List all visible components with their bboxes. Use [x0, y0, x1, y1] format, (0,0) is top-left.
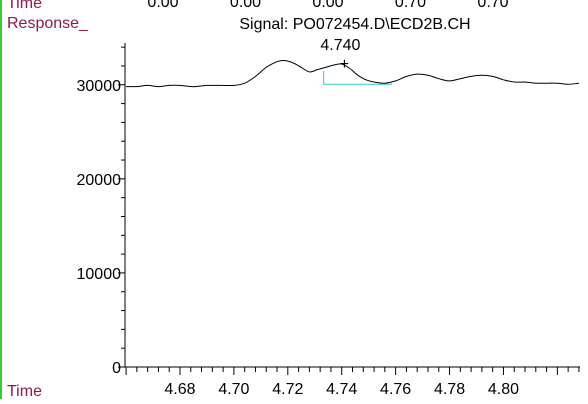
x-axis-ticks: 4.68 4.70 4.72 4.74 4.76 4.78 4.80: [125, 367, 580, 398]
chart-title: Signal: PO072454.D\ECD2B.CH: [239, 16, 470, 33]
top-strip-tick-label: 0.70: [477, 0, 508, 11]
y-tick-label: 0: [112, 360, 121, 377]
top-strip-time-label: Time: [7, 0, 42, 12]
x-axis-label: Time: [7, 383, 42, 399]
y-tick-label: 10000: [77, 266, 122, 283]
top-strip-tick-label: 0.70: [395, 0, 426, 11]
peak-apex-marker: +: [340, 56, 349, 73]
y-axis-label: Response_: [7, 15, 89, 32]
top-strip-ticks: 0.00 0.00 0.00 0.70 0.70: [147, 0, 508, 11]
top-strip-tick-label: 0.00: [230, 0, 261, 11]
x-tick-label: 4.70: [218, 381, 249, 398]
peak-retention-label: 4.740: [320, 37, 360, 54]
x-tick-label: 4.72: [272, 381, 303, 398]
top-strip-tick-label: 0.00: [312, 0, 343, 11]
signal-trace: [126, 60, 579, 88]
x-tick-label: 4.78: [434, 381, 465, 398]
x-tick-label: 4.74: [326, 381, 357, 398]
y-tick-label: 30000: [77, 78, 122, 95]
y-axis-ticks: 0 10000 20000 30000: [77, 46, 125, 377]
x-tick-label: 4.76: [380, 381, 411, 398]
top-strip-tick-label: 0.00: [147, 0, 178, 11]
y-tick-label: 20000: [77, 172, 122, 189]
integration-baseline: [323, 70, 393, 85]
x-tick-label: 4.68: [164, 381, 195, 398]
x-tick-label: 4.80: [488, 381, 519, 398]
